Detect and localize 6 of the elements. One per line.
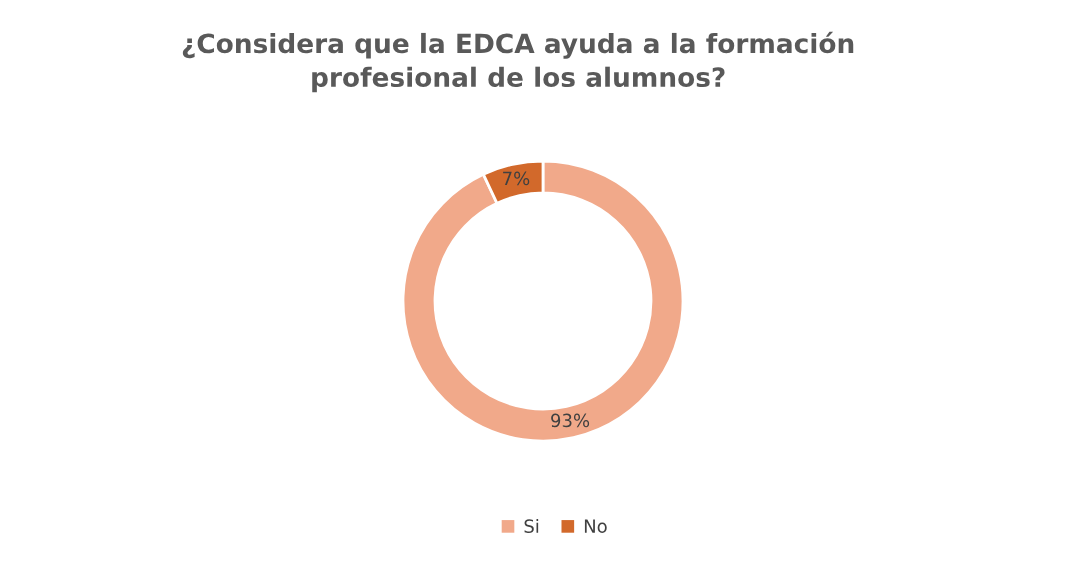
legend-label: No (584, 519, 607, 533)
data-label: 7% (503, 171, 530, 186)
legend-label: Si (524, 519, 539, 533)
chart-title: ¿Considera que la EDCA ayuda a la formación profesional de los alumnos? (182, 31, 854, 93)
data-label: 93% (551, 413, 590, 428)
donut-slice (401, 159, 685, 443)
